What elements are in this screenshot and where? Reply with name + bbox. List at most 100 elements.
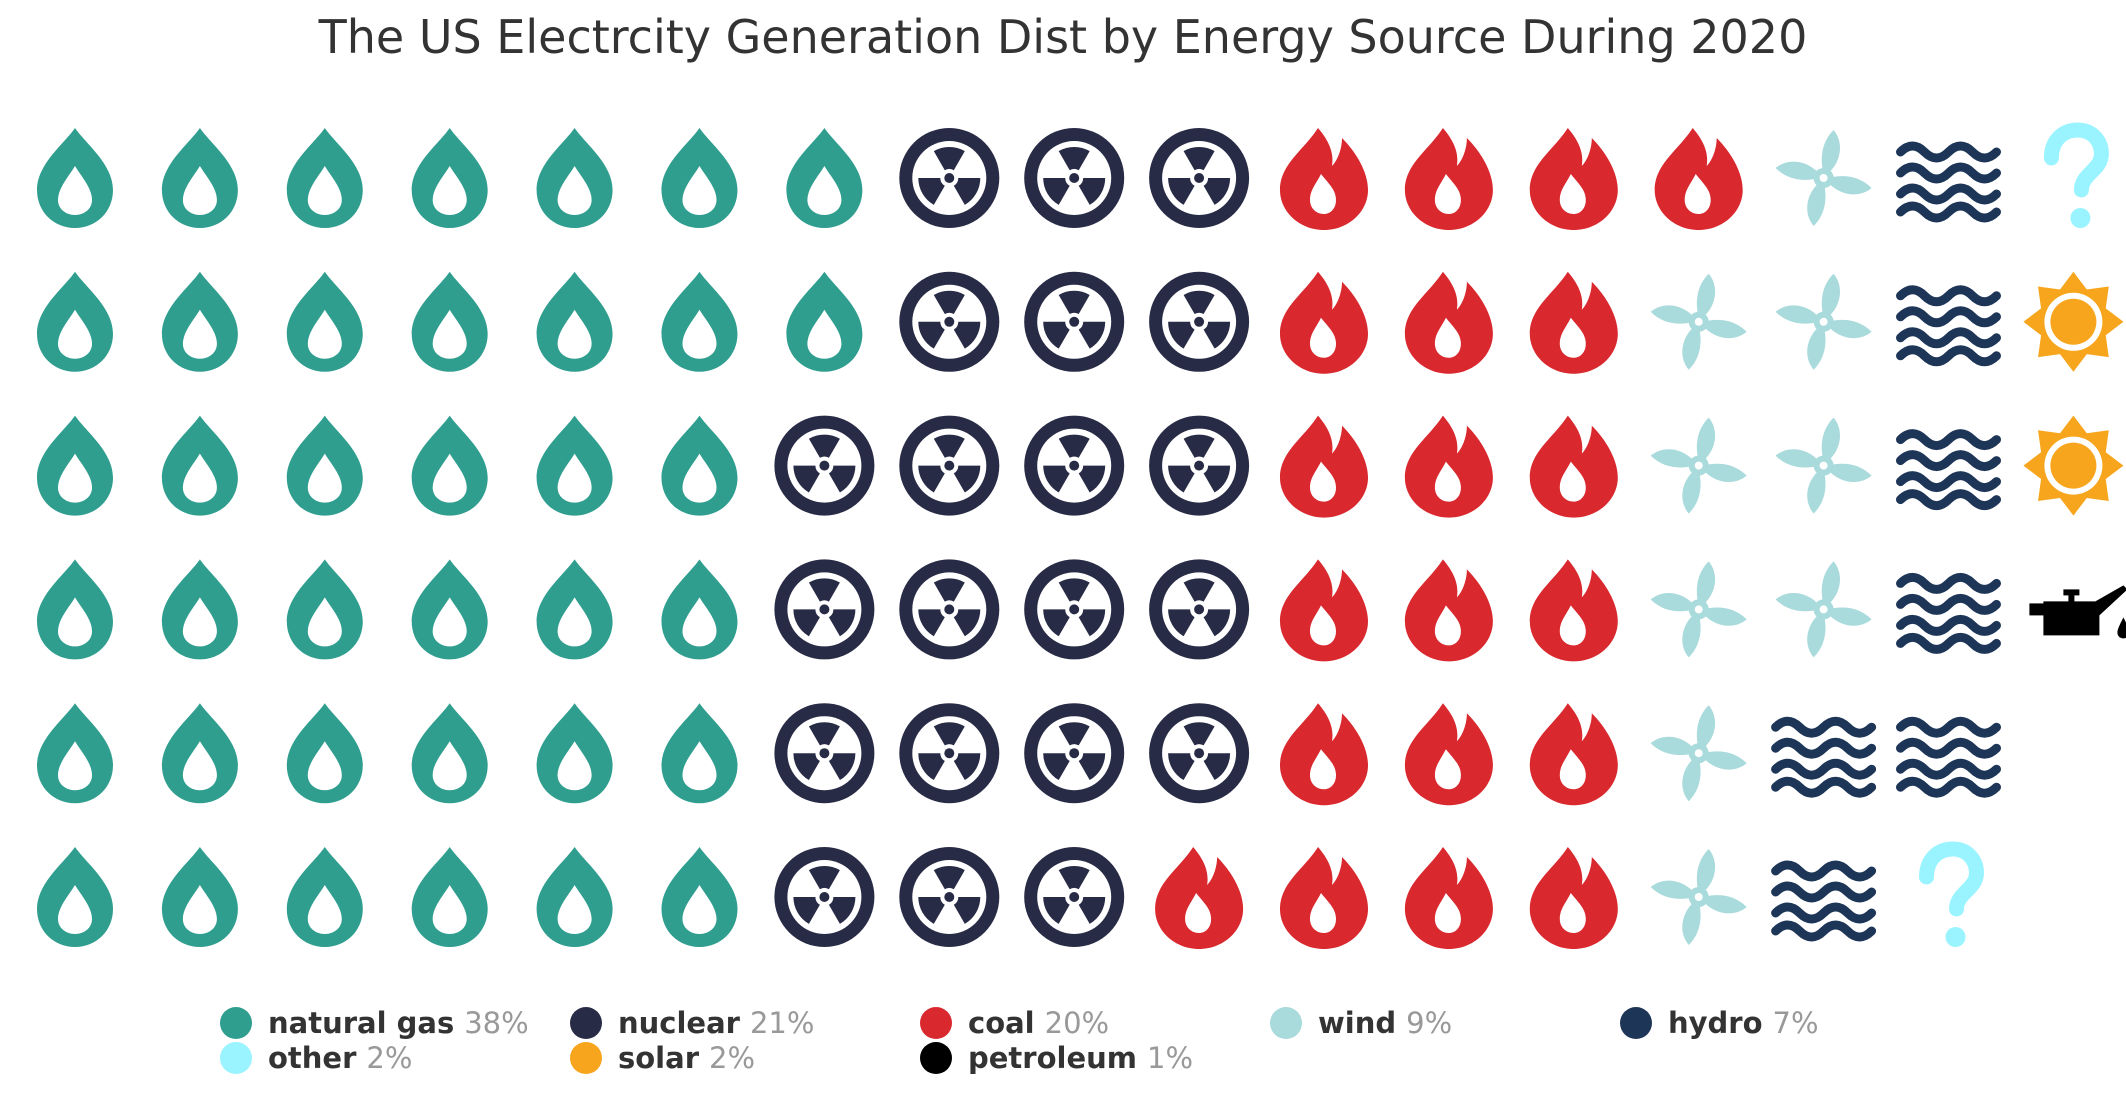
legend-value-solar: 2% — [709, 1041, 756, 1075]
legend-item-hydro[interactable]: hydro 7% — [1620, 1005, 1819, 1041]
waffle-icon-wind — [1775, 130, 1872, 226]
waffle-icon-natural-gas — [161, 128, 238, 228]
waffle-icon-coal — [1529, 128, 1618, 230]
waffle-icon-wind — [1775, 561, 1872, 658]
waffle-icon-coal — [1529, 847, 1618, 949]
legend-label-other: other — [268, 1041, 357, 1075]
legend-label-wind: wind — [1318, 1006, 1397, 1040]
waffle-icon-nuclear — [899, 559, 1000, 660]
waffle-icon-natural-gas — [536, 271, 613, 372]
waffle-icon-hydro — [1896, 716, 2001, 798]
waffle-icon-hydro — [1896, 285, 2001, 367]
waffle-icon-natural-gas — [37, 559, 113, 660]
waffle-icon-natural-gas — [161, 559, 238, 660]
legend-item-other[interactable]: other 2% — [220, 1040, 412, 1076]
waffle-icon-coal — [1404, 271, 1493, 374]
waffle-icon-natural-gas — [161, 703, 238, 804]
waffle-icon-other — [1919, 841, 1985, 947]
waffle-icon-other — [2043, 122, 2109, 228]
waffle-icon-natural-gas — [37, 415, 113, 516]
waffle-icon-nuclear — [899, 128, 1000, 228]
legend-label-nuclear: nuclear — [618, 1006, 740, 1040]
waffle-icon-natural-gas — [536, 559, 613, 660]
waffle-icon-nuclear — [899, 847, 1000, 947]
waffle-icon-coal — [1280, 128, 1368, 230]
legend-item-wind[interactable]: wind 9% — [1270, 1005, 1452, 1041]
legend-value-petroleum: 1% — [1147, 1041, 1194, 1075]
waffle-icon-nuclear — [774, 415, 875, 516]
waffle-icon-hydro — [1896, 572, 2001, 654]
waffle-icon-natural-gas — [286, 847, 363, 947]
waffle-icon-hydro — [1896, 141, 2001, 223]
waffle-icon-coal — [1404, 703, 1493, 806]
waffle-icon-wind — [1650, 273, 1747, 370]
legend-value-natural-gas: 38% — [464, 1006, 529, 1040]
waffle-icon-natural-gas — [161, 847, 238, 947]
waffle-icon-natural-gas — [536, 128, 613, 228]
waffle-icon-natural-gas — [786, 271, 863, 372]
waffle-icon-coal — [1280, 847, 1368, 949]
waffle-icon-nuclear — [774, 847, 875, 947]
waffle-icon-nuclear — [774, 703, 875, 804]
waffle-icon-nuclear — [1149, 128, 1250, 228]
waffle-icon-nuclear — [1024, 703, 1125, 804]
waffle-icon-natural-gas — [661, 559, 738, 660]
legend-label-hydro: hydro — [1668, 1006, 1763, 1040]
waffle-icon-nuclear — [774, 559, 875, 660]
waffle-icon-natural-gas — [661, 703, 738, 804]
legend-value-wind: 9% — [1406, 1006, 1453, 1040]
waffle-icon-natural-gas — [661, 847, 738, 947]
waffle-icon-coal — [1529, 703, 1618, 806]
waffle-icon-coal — [1155, 847, 1244, 949]
waffle-icon-nuclear — [1149, 415, 1250, 516]
legend-marker-natural-gas — [220, 1007, 252, 1039]
waffle-icon-natural-gas — [536, 415, 613, 516]
waffle-icon-natural-gas — [286, 703, 363, 804]
legend-item-natural-gas[interactable]: natural gas 38% — [220, 1005, 529, 1041]
waffle-icon-natural-gas — [286, 128, 363, 228]
waffle-icon-wind — [1650, 561, 1747, 658]
waffle-icon-coal — [1280, 415, 1368, 518]
waffle-icon-natural-gas — [661, 128, 738, 228]
waffle-icon-natural-gas — [161, 271, 238, 372]
legend-marker-other — [220, 1042, 252, 1074]
waffle-icon-natural-gas — [37, 847, 113, 947]
legend-item-solar[interactable]: solar 2% — [570, 1040, 755, 1076]
legend-item-coal[interactable]: coal 20% — [920, 1005, 1109, 1041]
waffle-icon-nuclear — [899, 415, 1000, 516]
waffle-icon-natural-gas — [661, 415, 738, 516]
waffle-icon-wind — [1650, 849, 1747, 945]
waffle-icon-hydro — [1896, 429, 2001, 511]
waffle-icon-coal — [1404, 128, 1493, 230]
legend: natural gas 38% nuclear 21% coal 20% win… — [0, 1005, 2126, 1095]
waffle-icon-natural-gas — [411, 703, 488, 804]
waffle-icon-hydro — [1771, 716, 1877, 798]
waffle-icon-nuclear — [1024, 128, 1125, 228]
chart-title: The US Electrcity Generation Dist by Ene… — [318, 10, 1808, 64]
waffle-icon-wind — [1775, 417, 1872, 514]
waffle-icon-nuclear — [899, 271, 1000, 372]
waffle-icon-nuclear — [1024, 271, 1125, 372]
legend-marker-nuclear — [570, 1007, 602, 1039]
waffle-icon-natural-gas — [286, 271, 363, 372]
legend-marker-wind — [1270, 1007, 1302, 1039]
legend-item-petroleum[interactable]: petroleum 1% — [920, 1040, 1193, 1076]
legend-marker-coal — [920, 1007, 952, 1039]
waffle-icon-natural-gas — [411, 271, 488, 372]
waffle-icon-coal — [1529, 415, 1618, 518]
waffle-icon-natural-gas — [411, 128, 488, 228]
legend-value-hydro: 7% — [1772, 1006, 1819, 1040]
waffle-icon-nuclear — [1024, 415, 1125, 516]
waffle-icon-wind — [1650, 417, 1747, 514]
legend-marker-petroleum — [920, 1042, 952, 1074]
waffle-icon-nuclear — [1024, 847, 1125, 947]
legend-value-coal: 20% — [1044, 1006, 1110, 1040]
waffle-icon-petroleum — [2029, 585, 2126, 639]
waffle-icon-natural-gas — [411, 559, 488, 660]
waffle-icon-coal — [1280, 559, 1368, 662]
waffle-icon-natural-gas — [161, 415, 238, 516]
waffle-icon-wind — [1650, 705, 1747, 802]
waffle-icon-natural-gas — [286, 415, 363, 516]
legend-item-nuclear[interactable]: nuclear 21% — [570, 1005, 814, 1041]
legend-label-natural-gas: natural gas — [268, 1006, 455, 1040]
